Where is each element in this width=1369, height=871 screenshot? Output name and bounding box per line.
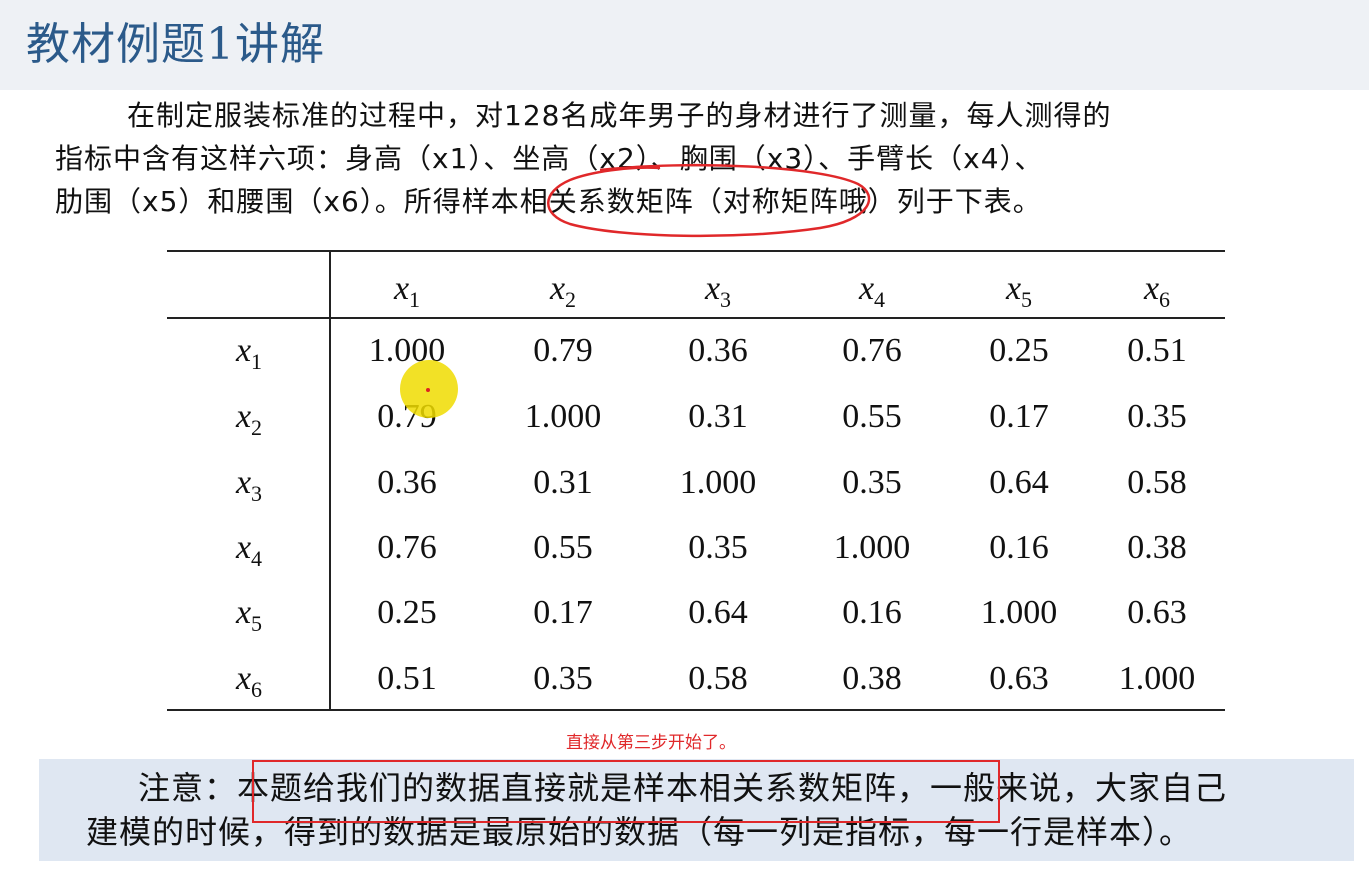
table-cell: 0.64 [989, 464, 1049, 501]
table-cell: 0.64 [688, 594, 748, 631]
table-cell: 1.000 [524, 398, 602, 435]
correlation-matrix-table: x1 x2 x3 x4 x5 x6 x1 x2 x3 x4 x5 x6 1.000 0.79 0.36 0.7… [167, 250, 1225, 711]
table-cell: 0.16 [989, 529, 1049, 566]
note-line-1: 注意：本题给我们的数据直接就是样本相关系数矩阵，一般来说，大家自己 [138, 769, 1228, 807]
table-cell: 0.55 [842, 398, 902, 435]
note-text: 注意：本题给我们的数据直接就是样本相关系数矩阵，一般来说，大家自己 建模的时候，… [86, 766, 1336, 854]
paragraph-line-2: 指标中含有这样六项：身高（x1）、坐高（x2）、胸围（x3）、手臂长（x4）、 [55, 142, 1044, 175]
table-cell: 0.35 [688, 529, 748, 566]
table-cell: 0.55 [533, 529, 593, 566]
column-header-x2: x2 [549, 270, 577, 312]
table-cell: 0.38 [842, 660, 902, 697]
cursor-dot [426, 388, 430, 392]
paragraph-line-1: 在制定服装标准的过程中，对128名成年男子的身材进行了测量，每人测得的 [127, 99, 1112, 132]
table-header-rule [167, 317, 1225, 319]
table-cell: 0.31 [533, 464, 593, 501]
table-cell: 1.000 [833, 529, 911, 566]
red-ellipse-annotation [547, 163, 871, 238]
row-header-x1: x1 [235, 332, 263, 374]
column-header-x6: x6 [1143, 270, 1171, 312]
table-cell: 0.76 [842, 332, 902, 369]
table-cell: 1.000 [1118, 660, 1196, 697]
table-cell: 0.63 [989, 660, 1049, 697]
table-cell: 1.000 [980, 594, 1058, 631]
note-line-2: 建模的时候，得到的数据是最原始的数据（每一列是指标，每一行是样本）。 [86, 813, 1193, 851]
table-cell: 0.17 [533, 594, 593, 631]
table-cell: 0.36 [688, 332, 748, 369]
table-cell: 0.36 [377, 464, 437, 501]
red-rect-annotation [252, 760, 1000, 823]
table-cell: 0.58 [688, 660, 748, 697]
table-cell: 0.35 [842, 464, 902, 501]
table-top-rule [167, 250, 1225, 252]
table-cell: 0.25 [377, 594, 437, 631]
slide-title: 教材例题1讲解 [26, 19, 325, 70]
table-cell: 0.51 [1127, 332, 1187, 369]
table-cell: 1.000 [679, 464, 757, 501]
row-header-x3: x3 [235, 464, 263, 506]
column-header-x3: x3 [704, 270, 732, 312]
column-header-x1: x1 [393, 270, 421, 312]
table-cell: 0.31 [688, 398, 748, 435]
row-header-x6: x6 [235, 660, 263, 702]
table-bottom-rule [167, 709, 1225, 711]
table-cell: 0.79 [533, 332, 593, 369]
column-header-x4: x4 [858, 270, 886, 312]
row-header-x5: x5 [235, 594, 263, 636]
table-cell: 0.16 [842, 594, 902, 631]
column-header-x5: x5 [1005, 270, 1033, 312]
row-header-x2: x2 [235, 398, 263, 440]
table-cell: 0.35 [533, 660, 593, 697]
table-cell: 0.38 [1127, 529, 1187, 566]
table-cell: 0.51 [377, 660, 437, 697]
table-cell: 0.35 [1127, 398, 1187, 435]
table-cell: 0.17 [989, 398, 1049, 435]
note-box [39, 759, 1354, 861]
table-cell: 0.76 [377, 529, 437, 566]
problem-paragraph: 在制定服装标准的过程中，对128名成年男子的身材进行了测量，每人测得的 指标中含… [55, 94, 1340, 223]
annotation-caption: 直接从第三步开始了。 [566, 733, 736, 753]
table-cell: 0.25 [989, 332, 1049, 369]
table-cell: 0.58 [1127, 464, 1187, 501]
title-bar: 教材例题1讲解 [0, 0, 1369, 90]
table-vertical-rule [329, 250, 331, 711]
table-cell: 0.63 [1127, 594, 1187, 631]
row-header-x4: x4 [235, 529, 263, 571]
